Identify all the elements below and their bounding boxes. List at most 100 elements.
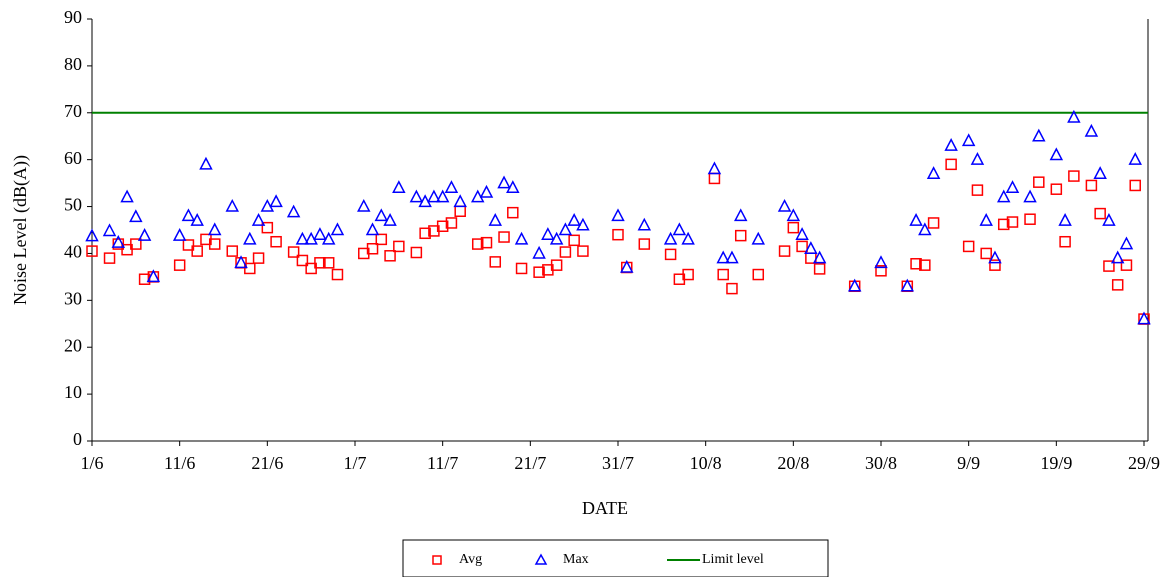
- point: [909, 213, 923, 226]
- point: [996, 189, 1011, 203]
- point: [549, 231, 564, 245]
- point: [410, 246, 423, 259]
- y-tick-label: 70: [64, 101, 82, 121]
- point: [313, 227, 327, 240]
- point: [786, 208, 801, 222]
- point: [926, 166, 941, 179]
- point: [777, 198, 792, 212]
- point: [752, 268, 765, 281]
- y-tick-label: 90: [64, 7, 82, 27]
- point: [847, 278, 862, 292]
- point: [111, 235, 126, 248]
- point: [1129, 179, 1141, 192]
- point: [1067, 109, 1081, 123]
- point: [682, 268, 694, 281]
- point: [286, 204, 301, 218]
- point: [471, 238, 484, 250]
- point: [244, 262, 256, 275]
- point: [191, 245, 203, 257]
- point: [129, 209, 143, 223]
- point: [980, 247, 992, 260]
- point: [1005, 180, 1020, 194]
- point: [681, 231, 695, 245]
- point: [444, 180, 459, 194]
- legend-label: Limit level: [702, 552, 764, 567]
- point: [1120, 259, 1133, 271]
- point: [1049, 147, 1064, 161]
- point: [558, 222, 573, 236]
- point: [506, 180, 520, 194]
- point: [707, 161, 722, 175]
- point: [550, 259, 563, 271]
- point: [1050, 183, 1063, 195]
- point: [419, 227, 431, 240]
- point: [436, 220, 449, 232]
- point: [637, 217, 652, 231]
- point: [672, 222, 687, 236]
- point: [366, 243, 379, 255]
- point: [454, 205, 466, 217]
- y-tick-label: 30: [64, 288, 82, 308]
- legend-label: Max: [563, 552, 589, 567]
- y-tick-label: 0: [73, 429, 82, 449]
- point: [243, 231, 257, 245]
- point: [559, 246, 572, 258]
- point: [489, 256, 502, 268]
- point: [445, 217, 458, 229]
- point: [813, 263, 826, 275]
- point: [918, 222, 932, 236]
- legend-swatch: [432, 555, 442, 565]
- point: [393, 240, 405, 253]
- point: [1111, 279, 1124, 291]
- point: [997, 218, 1010, 231]
- point: [287, 246, 300, 258]
- x-tick-label: 21/7: [514, 453, 546, 473]
- point: [612, 228, 624, 241]
- point: [961, 133, 976, 147]
- point: [726, 282, 738, 295]
- point: [488, 213, 503, 226]
- point: [208, 238, 221, 250]
- point: [199, 156, 213, 170]
- point: [663, 231, 678, 245]
- point: [480, 236, 493, 249]
- point: [1119, 236, 1134, 250]
- point: [787, 221, 800, 234]
- point: [751, 231, 766, 245]
- point: [620, 259, 634, 273]
- point: [664, 248, 677, 261]
- legend-swatch: [534, 553, 548, 565]
- point: [1085, 179, 1098, 192]
- point: [1059, 235, 1071, 248]
- point: [182, 239, 195, 251]
- point: [568, 234, 580, 247]
- point: [989, 259, 1001, 271]
- point: [988, 250, 1002, 264]
- point: [365, 222, 380, 236]
- x-tick-label: 30/8: [865, 453, 897, 473]
- x-tick-label: 10/8: [690, 453, 722, 473]
- point: [1128, 152, 1142, 165]
- point: [734, 229, 747, 242]
- point: [321, 231, 336, 245]
- point: [1137, 311, 1151, 325]
- point: [190, 213, 204, 226]
- point: [1110, 250, 1125, 264]
- point: [234, 255, 248, 269]
- point: [375, 233, 388, 246]
- point: [330, 222, 345, 236]
- legend-label: Avg: [459, 552, 482, 567]
- point: [383, 213, 397, 226]
- point: [541, 227, 555, 240]
- x-tick-label: 21/6: [251, 453, 283, 473]
- point: [295, 231, 310, 245]
- y-tick-label: 50: [64, 195, 82, 215]
- point: [322, 257, 335, 269]
- point: [515, 262, 528, 275]
- point: [1093, 166, 1107, 179]
- point: [331, 268, 344, 281]
- point: [576, 217, 590, 231]
- point: [314, 257, 326, 269]
- x-tick-label: 19/9: [1040, 453, 1072, 473]
